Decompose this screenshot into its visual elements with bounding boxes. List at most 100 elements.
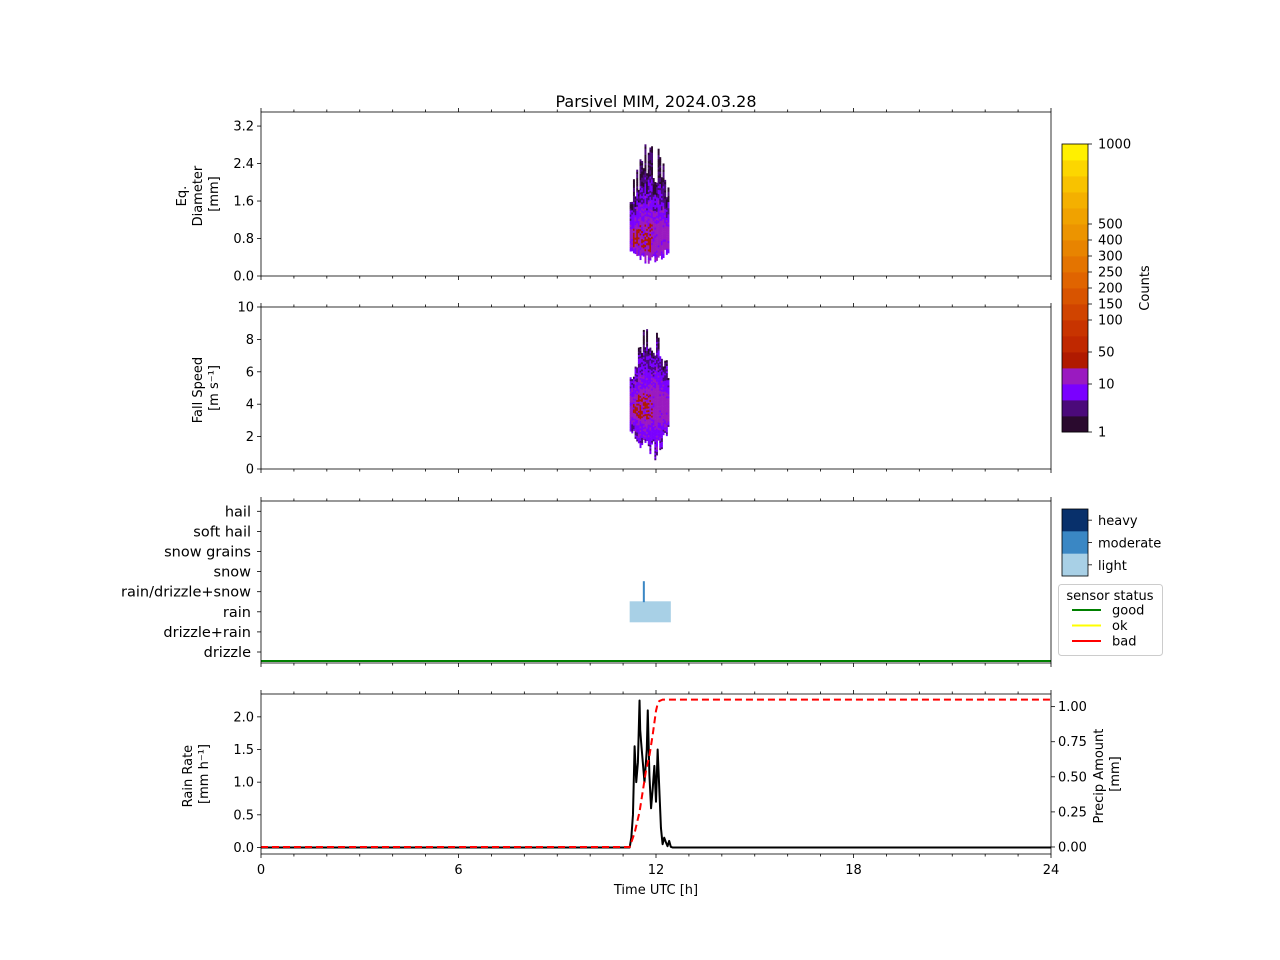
heatmap-cell — [665, 380, 668, 383]
counts-colorbar-tick-label: 400 — [1098, 234, 1123, 249]
heatmap-cell — [649, 367, 652, 370]
heatmap-cell — [659, 239, 662, 242]
heatmap-cell — [660, 373, 663, 376]
heatmap-cell — [641, 226, 644, 229]
heatmap-cell — [641, 218, 644, 221]
category-label: soft hail — [193, 524, 251, 540]
heatmap-cell — [642, 213, 645, 216]
heatmap-cell — [641, 228, 644, 231]
precip-type-bar — [642, 581, 645, 603]
heatmap-cell — [649, 208, 652, 212]
heatmap-cell — [646, 173, 649, 176]
heatmap-cell — [649, 448, 652, 451]
heatmap-cell — [657, 404, 660, 407]
heatmap-cell — [657, 379, 660, 382]
heatmap-cell — [662, 167, 665, 170]
heatmap-cell — [660, 248, 663, 252]
heatmap-cell — [662, 169, 665, 172]
heatmap-cell — [639, 165, 642, 168]
heatmap-cell — [651, 177, 654, 180]
heatmap-cell — [649, 149, 652, 152]
heatmap-cell — [667, 228, 670, 231]
heatmap-cell — [664, 416, 667, 419]
heatmap-cell — [647, 238, 650, 242]
heatmap-cell — [642, 362, 645, 365]
heatmap-cell — [662, 245, 665, 248]
heatmap-cell — [659, 376, 662, 379]
heatmap-cell — [641, 372, 644, 375]
heatmap-cell — [647, 165, 650, 168]
counts-colorbar-cell — [1062, 224, 1088, 241]
heatmap-cell — [634, 431, 637, 434]
heatmap-cell — [629, 397, 632, 400]
heatmap-cell — [642, 337, 645, 340]
heatmap-cell — [642, 398, 645, 401]
heatmap-cell — [651, 174, 654, 178]
heatmap-cell — [641, 423, 644, 426]
heatmap-cell — [664, 224, 667, 228]
heatmap-cell — [637, 428, 640, 431]
heatmap-cell — [662, 222, 665, 226]
heatmap-cell — [656, 343, 658, 346]
heatmap-cell — [641, 405, 644, 408]
heatmap-cell — [641, 421, 644, 424]
heatmap-cell — [649, 147, 652, 150]
heatmap-cell — [654, 387, 657, 391]
heatmap-cell — [641, 433, 644, 437]
heatmap-cell — [629, 429, 632, 432]
heatmap-cell — [639, 377, 642, 380]
heatmap-cell — [652, 401, 655, 404]
heatmap-cell — [636, 374, 639, 377]
heatmap-cell — [646, 238, 649, 242]
heatmap-cell — [662, 420, 665, 423]
heatmap-cell — [646, 433, 649, 436]
heatmap-cell — [641, 356, 644, 359]
counts-colorbar-tick-label: 1 — [1098, 426, 1106, 441]
heatmap-cell — [646, 214, 649, 217]
heatmap-cell — [654, 357, 657, 360]
x-tick-label: 0 — [257, 863, 265, 878]
heatmap-cell — [665, 215, 668, 218]
heatmap-cell — [647, 377, 650, 380]
heatmap-cell — [641, 441, 644, 444]
heatmap-cell — [641, 247, 644, 250]
heatmap-cell — [651, 361, 654, 364]
heatmap-cell — [652, 392, 655, 395]
heatmap-cell — [637, 206, 640, 209]
heatmap-cell — [629, 413, 632, 416]
heatmap-cell — [646, 357, 649, 361]
heatmap-cell — [644, 372, 647, 375]
heatmap-cell — [660, 384, 663, 387]
heatmap-cell — [662, 224, 665, 228]
heatmap-cell — [665, 374, 668, 377]
heatmap-cell — [649, 430, 652, 433]
heatmap-cell — [659, 200, 662, 203]
heatmap-cell — [632, 197, 635, 201]
heatmap-cell — [642, 430, 645, 433]
heatmap-cell — [639, 204, 642, 207]
heatmap-cell — [642, 427, 645, 430]
heatmap-cell — [641, 424, 644, 428]
heatmap-cell — [656, 442, 658, 445]
heatmap-cell — [657, 236, 660, 240]
category-label: snow — [214, 565, 252, 581]
heatmap-cell — [657, 411, 660, 414]
heatmap-cell — [662, 202, 665, 205]
heatmap-cell — [639, 390, 642, 393]
heatmap-cell — [639, 237, 642, 240]
heatmap-cell — [641, 201, 644, 205]
heatmap-cell — [664, 380, 667, 383]
heatmap-cell — [652, 227, 655, 230]
heatmap-cell — [665, 412, 668, 415]
heatmap-cell — [667, 212, 670, 215]
heatmap-cell — [654, 237, 657, 240]
heatmap-cell — [637, 214, 640, 217]
heatmap-cell — [667, 414, 670, 417]
heatmap-cell — [631, 388, 634, 391]
heatmap-cell — [665, 405, 668, 408]
heatmap-cell — [665, 425, 668, 428]
heatmap-cell — [657, 230, 660, 234]
heatmap-cell — [654, 366, 657, 369]
heatmap-cell — [631, 422, 634, 425]
heatmap-cell — [642, 225, 645, 228]
